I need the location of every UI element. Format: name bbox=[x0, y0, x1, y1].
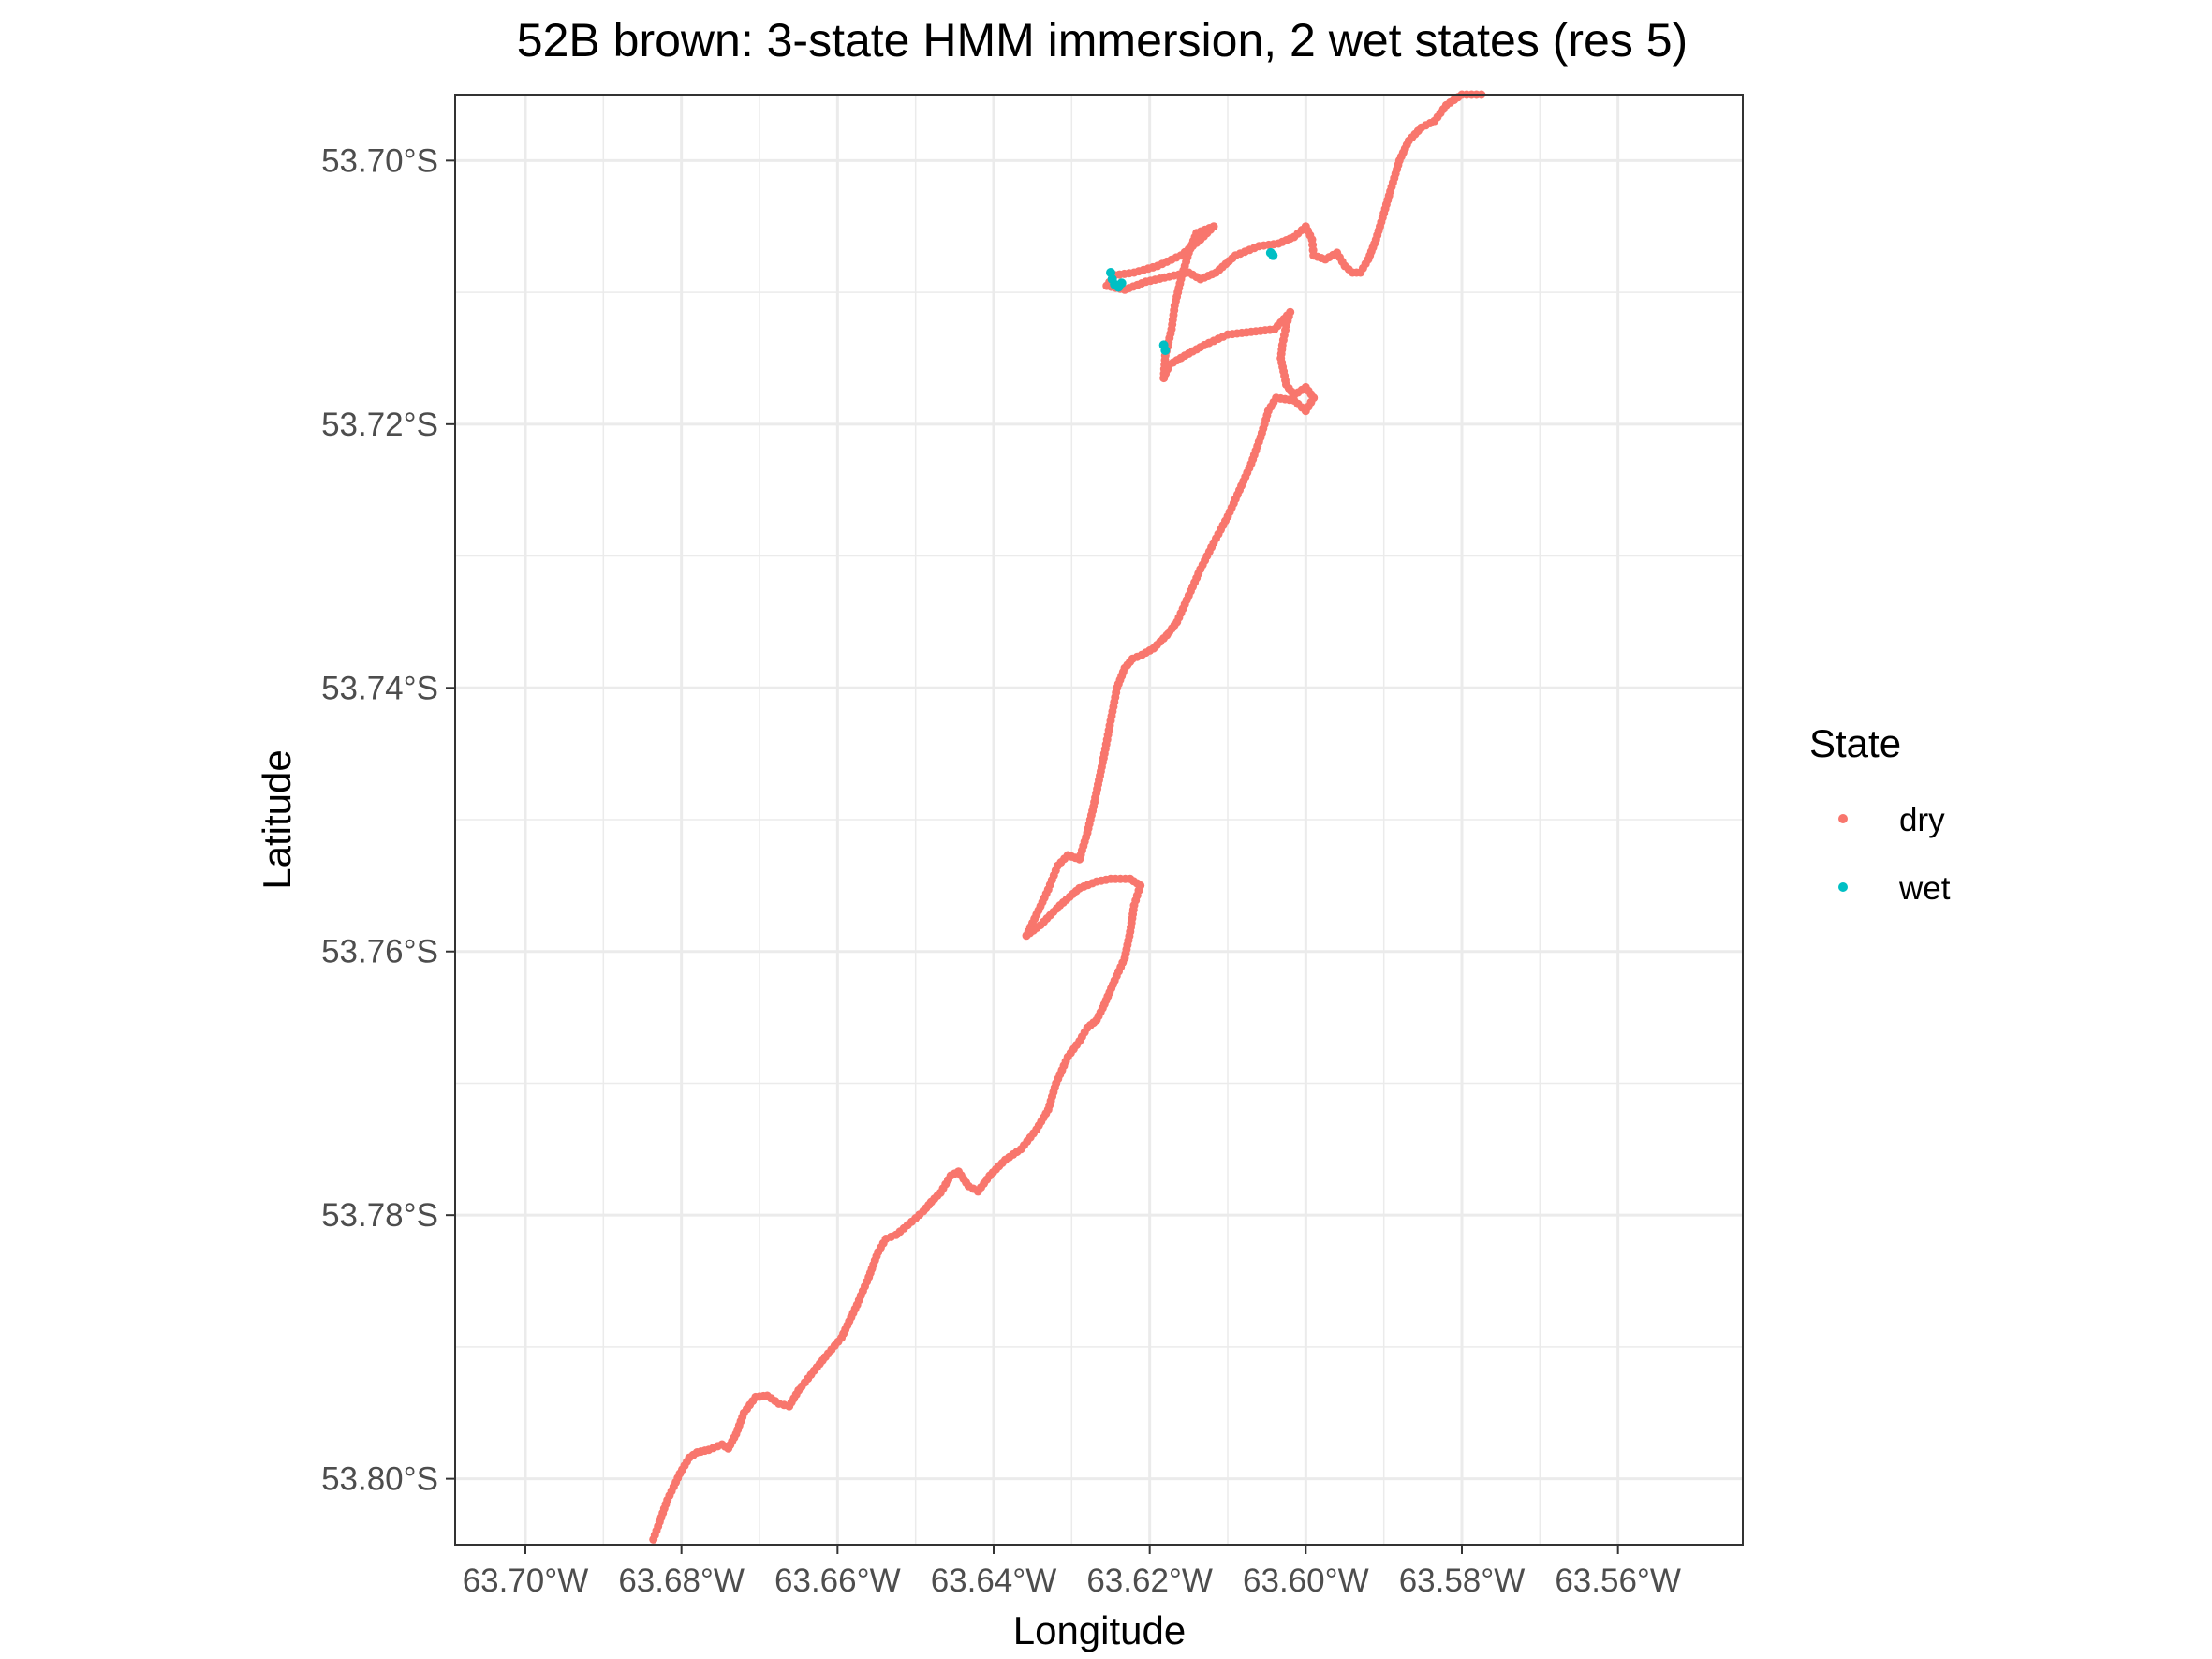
y-tick-label: 53.74°S bbox=[321, 670, 438, 706]
y-tick-label: 53.78°S bbox=[321, 1197, 438, 1234]
x-tick-label: 63.62°W bbox=[1086, 1563, 1213, 1599]
chart-title: 52B brown: 3-state HMM immersion, 2 wet … bbox=[517, 14, 1688, 67]
y-tick-label: 53.70°S bbox=[321, 142, 438, 179]
x-tick-label: 63.64°W bbox=[931, 1563, 1057, 1599]
x-tick-label: 63.58°W bbox=[1399, 1563, 1526, 1599]
legend-key-dry bbox=[1838, 814, 1848, 823]
legend-label-wet: wet bbox=[1898, 870, 1951, 907]
point-wet bbox=[1268, 250, 1278, 260]
legend-title: State bbox=[1809, 721, 1901, 765]
x-axis-title: Longitude bbox=[1013, 1608, 1187, 1652]
x-tick-label: 63.70°W bbox=[463, 1563, 589, 1599]
x-tick-label: 63.66°W bbox=[774, 1563, 901, 1599]
y-axis: 53.70°S 53.72°S 53.74°S 53.76°S 53.78°S 53.80… bbox=[321, 142, 455, 1498]
plot-panel bbox=[454, 94, 1744, 1546]
x-tick-label: 63.68°W bbox=[618, 1563, 745, 1599]
point-wet bbox=[1116, 278, 1127, 289]
y-tick-label: 53.76°S bbox=[321, 934, 438, 970]
x-axis: 63.70°W 63.68°W 63.66°W 63.64°W 63.62°W 63.60… bbox=[463, 1545, 1681, 1599]
y-tick-label: 53.80°S bbox=[321, 1461, 438, 1498]
legend-key-wet bbox=[1838, 882, 1848, 892]
y-axis-title: Latitude bbox=[255, 749, 299, 889]
grid-lines bbox=[455, 95, 1743, 1545]
y-tick-label: 53.72°S bbox=[321, 407, 438, 443]
legend: State dry wet bbox=[1809, 721, 1951, 907]
data-points bbox=[649, 90, 1486, 1544]
point-wet bbox=[1160, 346, 1171, 356]
x-tick-label: 63.56°W bbox=[1555, 1563, 1681, 1599]
x-tick-label: 63.60°W bbox=[1243, 1563, 1369, 1599]
legend-label-dry: dry bbox=[1899, 802, 1945, 838]
